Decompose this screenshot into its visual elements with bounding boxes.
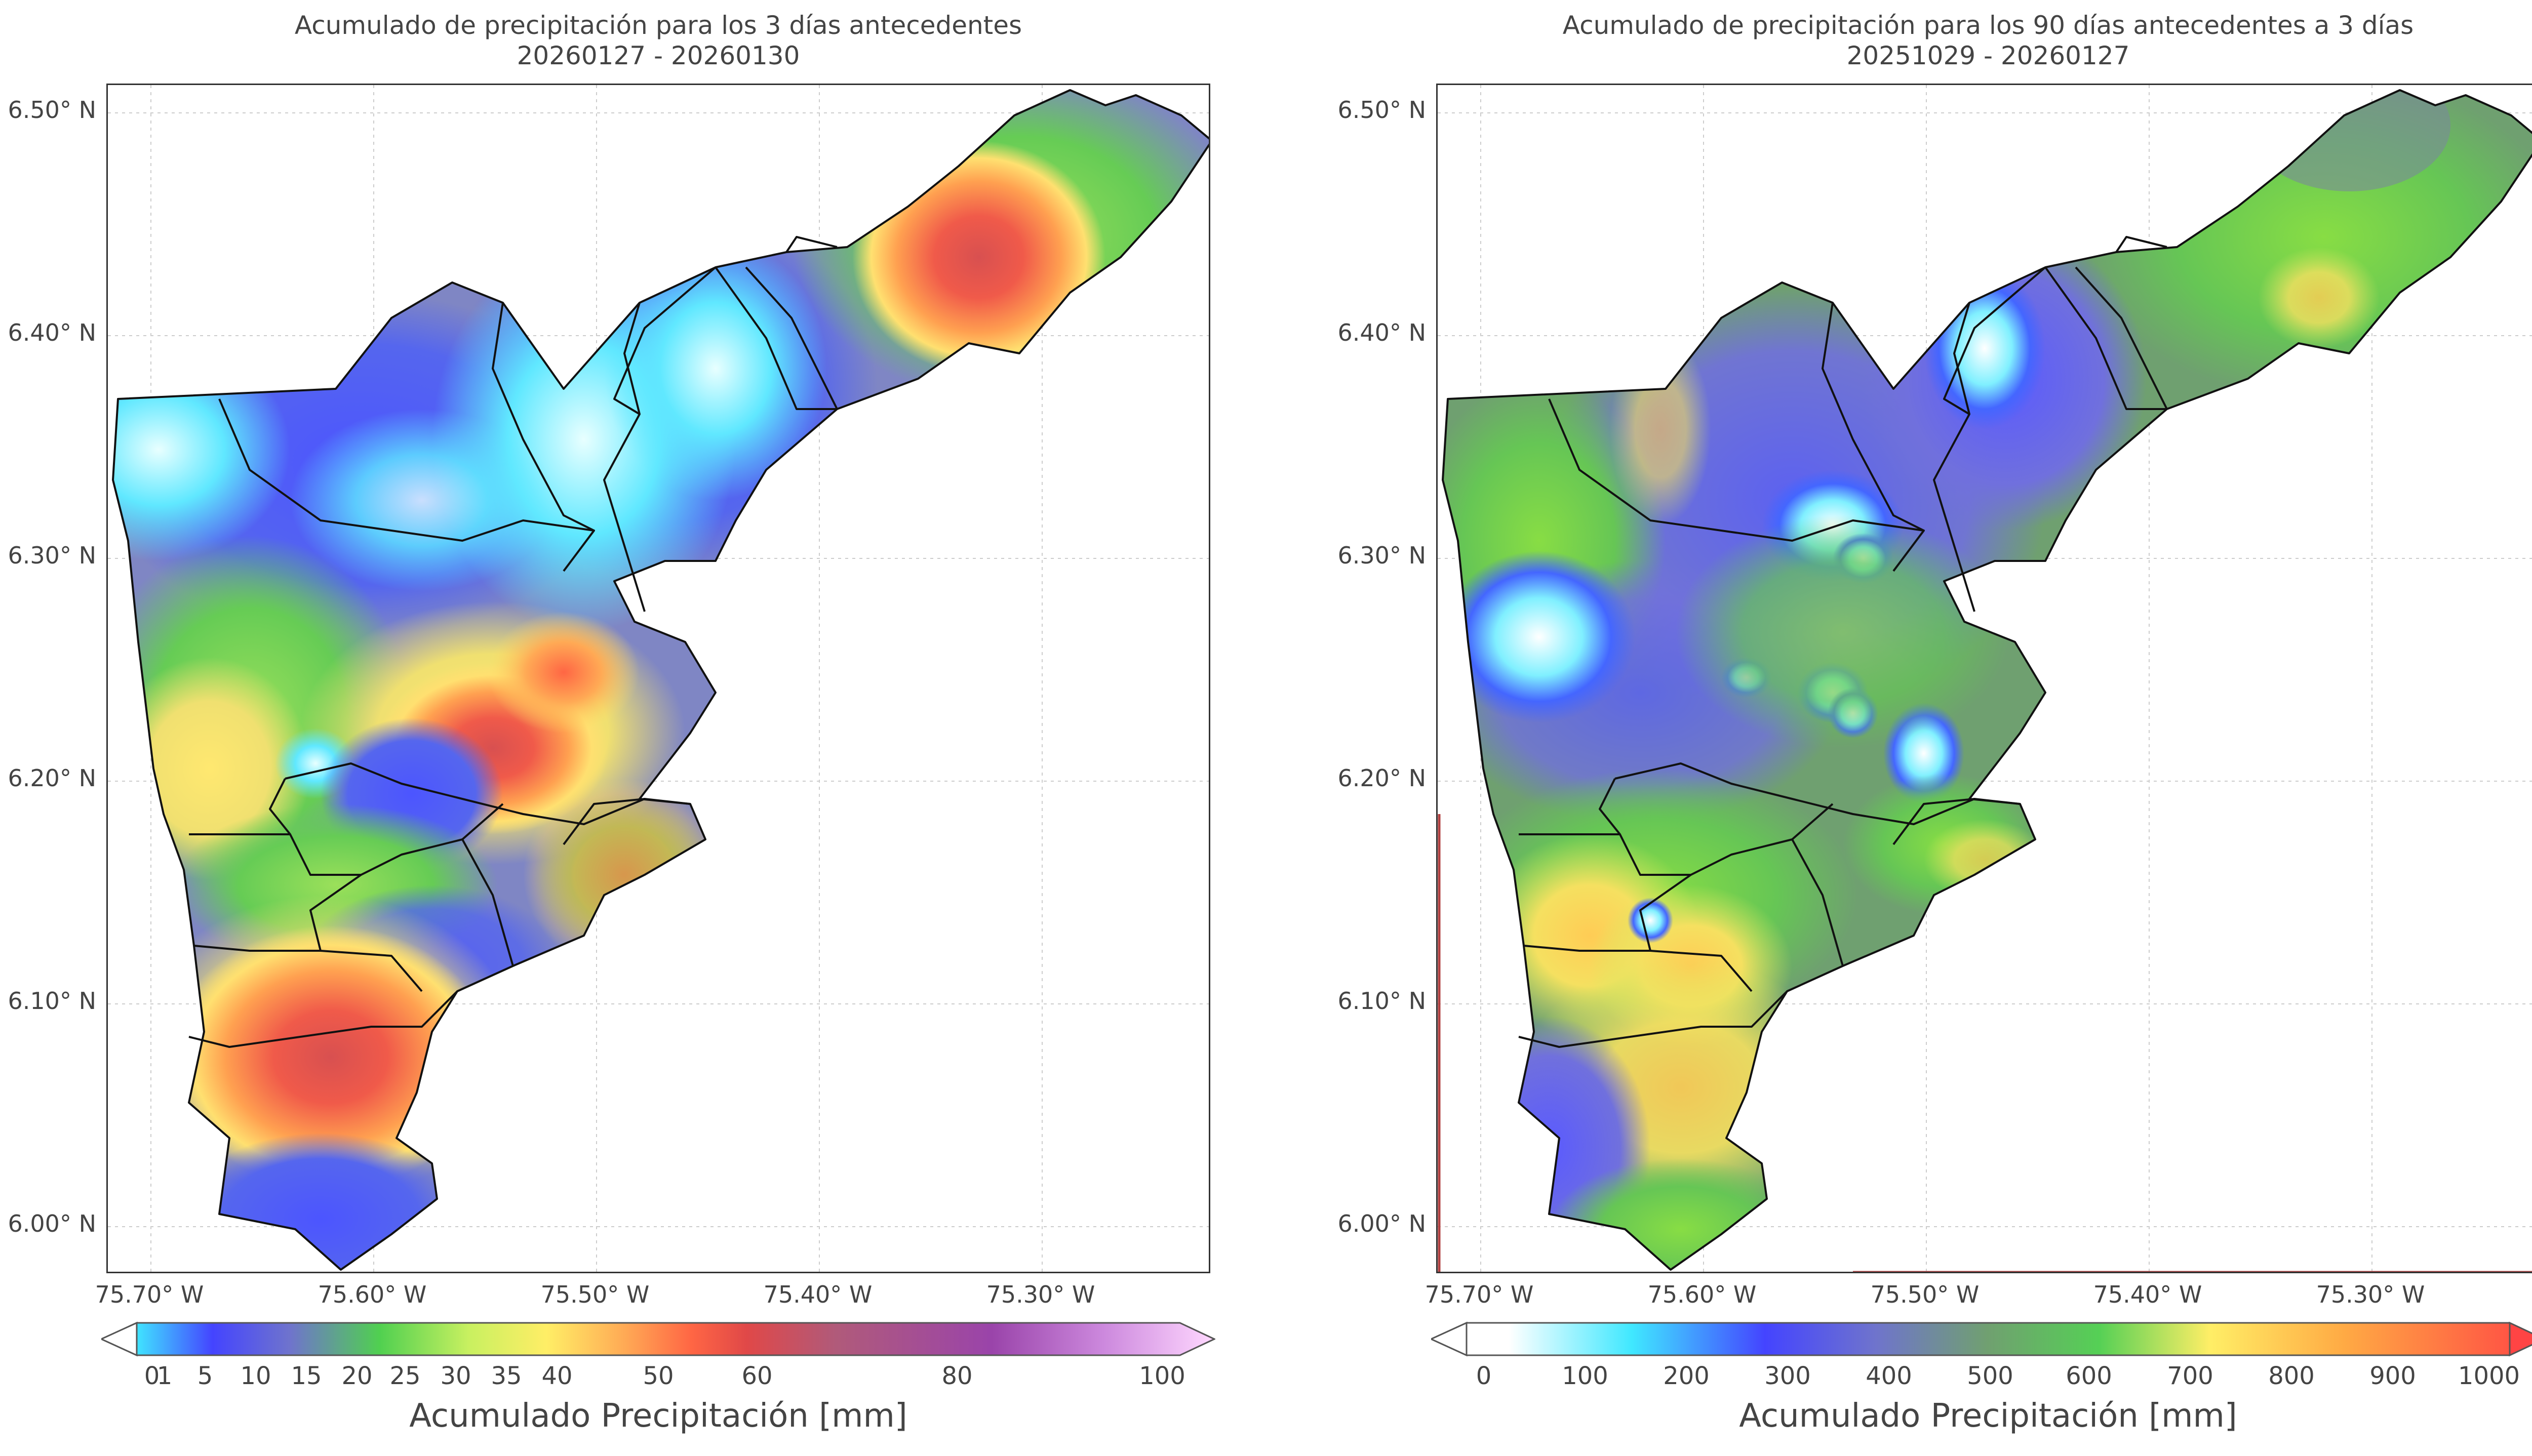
left-lat-tick: 6.50° N [8,96,96,124]
right-colorbar-label: Acumulado Precipitación [mm] [1739,1397,2237,1435]
right-cbar-tick: 1000 [2458,1362,2520,1390]
right-lat-tick: 6.10° N [1337,987,1426,1015]
right-cbar-tick: 200 [1663,1362,1710,1390]
right-cbar-tick: 600 [2066,1362,2112,1390]
left-lon-tick: 75.60° W [318,1281,427,1308]
left-cbar-tick: 25 [389,1362,421,1390]
left-lat-tick: 6.30° N [8,542,96,569]
right-lon-tick: 75.60° W [1647,1281,1757,1308]
right-lat-tick: 6.30° N [1337,542,1426,569]
right-cbar-tick: 100 [1562,1362,1608,1390]
right-cbar-tick: 0 [1476,1362,1492,1390]
right-colorbar [1431,1321,2532,1357]
right-map-title-line1: Acumulado de precipitación para los 90 d… [1562,11,2414,40]
left-colorbar [101,1321,1215,1357]
left-precip-field [113,90,1209,1270]
left-cbar-tick: 35 [491,1362,522,1390]
right-cbar-tick: 900 [2369,1362,2416,1390]
left-cbar-tick: 80 [941,1362,973,1390]
left-lon-tick: 75.40° W [763,1281,873,1308]
right-map-subtitle: 20251029 - 20260127 [1846,41,2130,70]
left-lat-tick: 6.00° N [8,1210,96,1237]
right-lat-tick: 6.20° N [1337,764,1426,792]
left-cbar-tick: 1 [156,1362,173,1390]
right-lat-tick: 6.00° N [1337,1210,1426,1237]
left-lon-tick: 75.50° W [540,1281,650,1308]
right-cbar-tick: 500 [1967,1362,2013,1390]
left-lon-tick: 75.70° W [95,1281,204,1308]
right-precip-field [1443,90,2532,1270]
left-map-title-line1: Acumulado de precipitación para los 3 dí… [294,11,1022,40]
left-map-frame[interactable] [106,84,1210,1273]
right-lon-tick: 75.30° W [2316,1281,2425,1308]
right-cbar-tick: 800 [2268,1362,2315,1390]
right-map-canvas [1438,85,2532,1272]
right-lat-tick: 6.50° N [1337,96,1426,124]
left-cbar-tick: 60 [741,1362,773,1390]
right-map-boundaries [1442,89,2532,1271]
left-map-title: Acumulado de precipitación para los 3 dí… [106,10,1210,71]
left-map-canvas [108,85,1209,1272]
left-cbar-tick: 5 [197,1362,213,1390]
right-lon-tick: 75.70° W [1425,1281,1534,1308]
left-cbar-tick: 0 [144,1362,160,1390]
left-cbar-tick: 15 [291,1362,322,1390]
left-cbar-tick: 100 [1139,1362,1185,1390]
right-lat-tick: 6.40° N [1337,319,1426,346]
right-cbar-tick: 700 [2167,1362,2213,1390]
right-cbar-tick: 300 [1764,1362,1811,1390]
left-cbar-tick: 30 [440,1362,471,1390]
left-cbar-tick: 50 [643,1362,674,1390]
right-cbar-tick: 400 [1866,1362,1912,1390]
left-cbar-tick: 10 [240,1362,271,1390]
right-map-title: Acumulado de precipitación para los 90 d… [1436,10,2532,71]
left-cbar-tick: 20 [341,1362,373,1390]
left-lon-tick: 75.30° W [986,1281,1095,1308]
left-map-boundaries [112,89,1209,1271]
right-lon-tick: 75.50° W [1870,1281,1980,1308]
left-lat-tick: 6.20° N [8,764,96,792]
right-map-frame[interactable] [1436,84,2532,1273]
left-lat-tick: 6.10° N [8,987,96,1015]
left-cbar-tick: 40 [541,1362,573,1390]
left-map-subtitle: 20260127 - 20260130 [517,41,800,70]
left-lat-tick: 6.40° N [8,319,96,346]
right-lon-tick: 75.40° W [2093,1281,2202,1308]
left-colorbar-label: Acumulado Precipitación [mm] [409,1397,907,1435]
